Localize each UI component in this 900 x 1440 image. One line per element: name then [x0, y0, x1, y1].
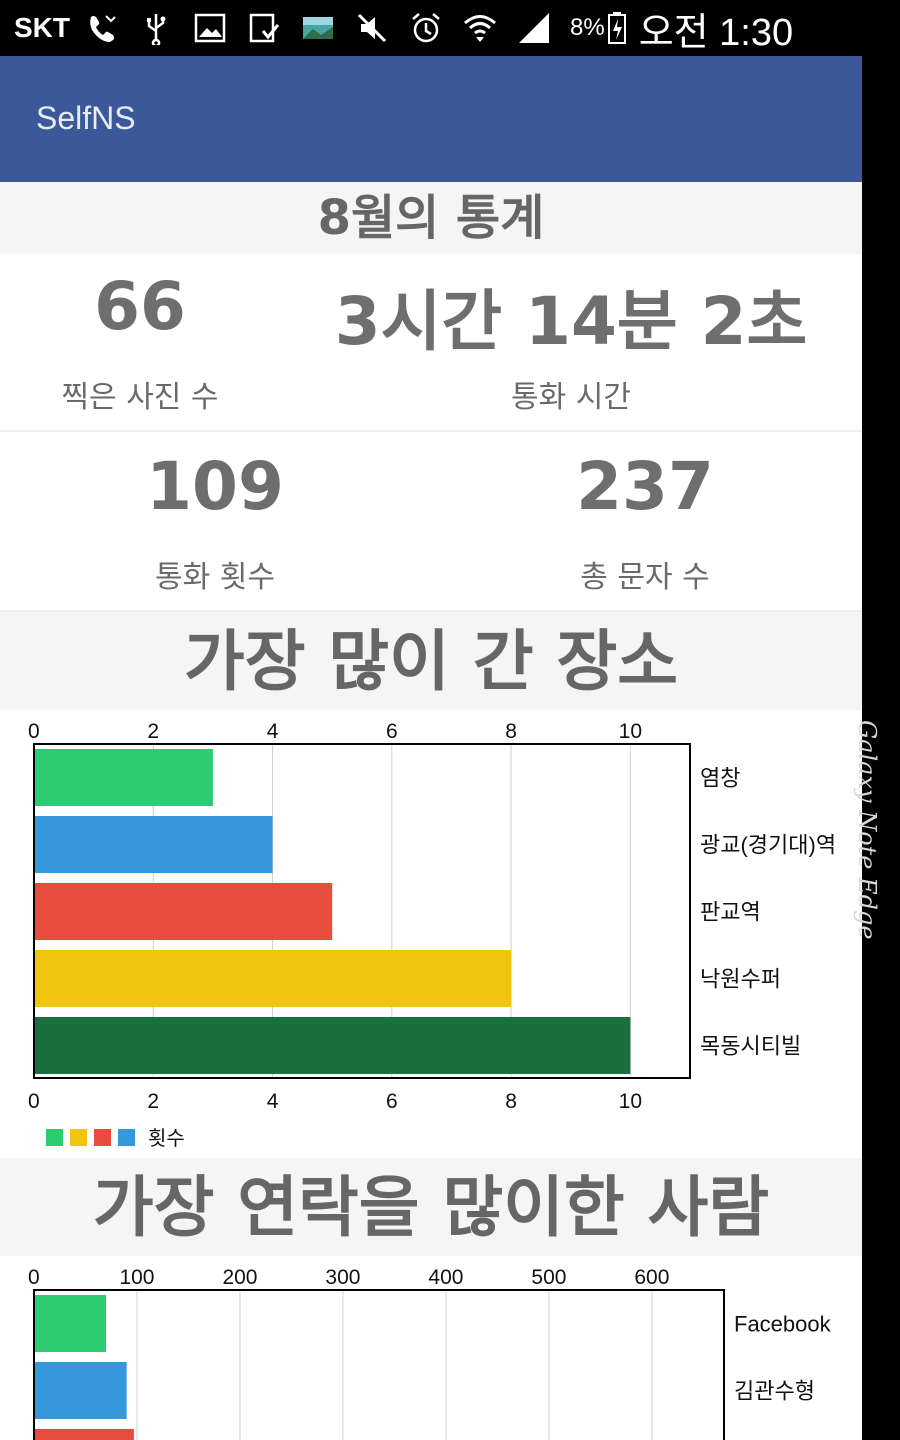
stat-value: 3시간 14분 2초 — [334, 283, 808, 360]
legend-swatch — [118, 1129, 135, 1146]
download-icon — [244, 8, 284, 48]
stat-label: 총 문자 수 — [580, 560, 710, 595]
bar — [34, 1017, 631, 1074]
device-edge-label: Galaxy Note Edge — [853, 720, 881, 940]
tick-label: 6 — [386, 1090, 398, 1113]
signal-icon — [514, 8, 554, 48]
contacts-bar-chart: Facebook 김관수형 0 100 200 300 400 500 600 — [28, 1266, 832, 1440]
bar — [34, 1429, 134, 1440]
stat-photos: 66 찍은 사진 수 — [0, 254, 280, 432]
tick-label: 10 — [619, 720, 642, 743]
tick-label: 100 — [119, 1266, 154, 1289]
tick-label: 8 — [505, 1090, 517, 1113]
battery-icon — [605, 8, 629, 48]
device-edge-panel: Galaxy Note Edge — [853, 0, 900, 1440]
bar — [34, 816, 273, 873]
legend-swatch — [46, 1129, 63, 1146]
stat-call-duration: 3시간 14분 2초 통화 시간 — [280, 254, 862, 432]
stats-row: 109 통화 횟수 237 총 문자 수 — [0, 434, 862, 612]
bar — [34, 1295, 107, 1352]
tick-label: 200 — [222, 1266, 257, 1289]
usb-icon — [136, 8, 176, 48]
tick-label: 8 — [505, 720, 517, 743]
tick-label: 400 — [428, 1266, 463, 1289]
tick-label: 2 — [147, 1090, 159, 1113]
category-label: Facebook — [734, 1312, 832, 1337]
tick-label: 0 — [28, 1090, 40, 1113]
category-label: 염창 — [700, 766, 740, 791]
alarm-icon — [406, 8, 446, 48]
tick-label: 0 — [28, 1266, 40, 1289]
bar — [34, 749, 213, 806]
battery-percent: 8% — [570, 14, 605, 41]
image-icon — [190, 8, 230, 48]
legend-swatch — [70, 1129, 87, 1146]
category-label: 낙원수퍼 — [700, 967, 781, 992]
contacts-section-title: 가장 연락을 많이한 사람 — [0, 1158, 862, 1256]
places-section-title: 가장 많이 간 장소 — [0, 612, 862, 710]
bar — [34, 883, 333, 940]
contacts-chart: Facebook 김관수형 0 100 200 300 400 500 600 — [0, 1256, 862, 1440]
status-clock: 오전 1:30 — [638, 11, 794, 54]
month-stats-title: 8월의 통계 — [0, 182, 862, 254]
bar — [34, 950, 512, 1007]
category-label: 판교역 — [700, 900, 761, 925]
stat-value: 66 — [94, 268, 186, 345]
stat-label: 찍은 사진 수 — [61, 380, 219, 415]
app-screen: SKT 8% 오전 1:30 — [0, 0, 862, 1440]
legend-label: 횟수 — [148, 1127, 185, 1150]
app-bar: SelfNS — [0, 56, 862, 182]
stat-label: 통화 시간 — [511, 380, 631, 415]
category-label: 목동시티빌 — [700, 1034, 801, 1059]
category-label: 김관수형 — [734, 1379, 815, 1404]
tick-label: 10 — [619, 1090, 642, 1113]
stat-message-count: 237 총 문자 수 — [430, 434, 860, 612]
stat-call-count: 109 통화 횟수 — [0, 434, 430, 612]
tick-label: 4 — [267, 1090, 279, 1113]
status-bar: SKT 8% 오전 1:30 — [0, 0, 862, 56]
app-title: SelfNS — [36, 100, 136, 136]
tick-label: 600 — [634, 1266, 669, 1289]
tick-label: 0 — [28, 720, 40, 743]
plot-frame — [33, 743, 691, 1079]
stats-row: 66 찍은 사진 수 3시간 14분 2초 통화 시간 — [0, 254, 862, 432]
category-label: 광교(경기대)역 — [700, 833, 836, 858]
legend-swatch — [94, 1129, 111, 1146]
stat-label: 통화 횟수 — [155, 560, 275, 595]
gallery-icon — [298, 8, 338, 48]
plot-frame — [33, 1289, 725, 1440]
wifi-icon — [460, 8, 500, 48]
bar — [34, 1362, 127, 1419]
stat-value: 109 — [146, 448, 284, 525]
stat-value: 237 — [576, 448, 714, 525]
phone-missed-icon — [82, 8, 122, 48]
mute-icon — [352, 8, 392, 48]
tick-label: 300 — [325, 1266, 360, 1289]
tick-label: 2 — [147, 720, 159, 743]
tick-label: 4 — [267, 720, 279, 743]
tick-label: 500 — [531, 1266, 566, 1289]
tick-label: 6 — [386, 720, 398, 743]
carrier-label: SKT — [14, 12, 70, 43]
